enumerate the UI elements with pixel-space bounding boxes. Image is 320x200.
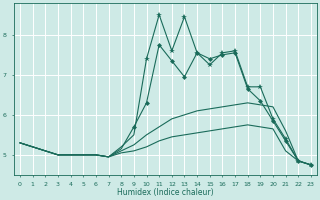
- X-axis label: Humidex (Indice chaleur): Humidex (Indice chaleur): [117, 188, 214, 197]
